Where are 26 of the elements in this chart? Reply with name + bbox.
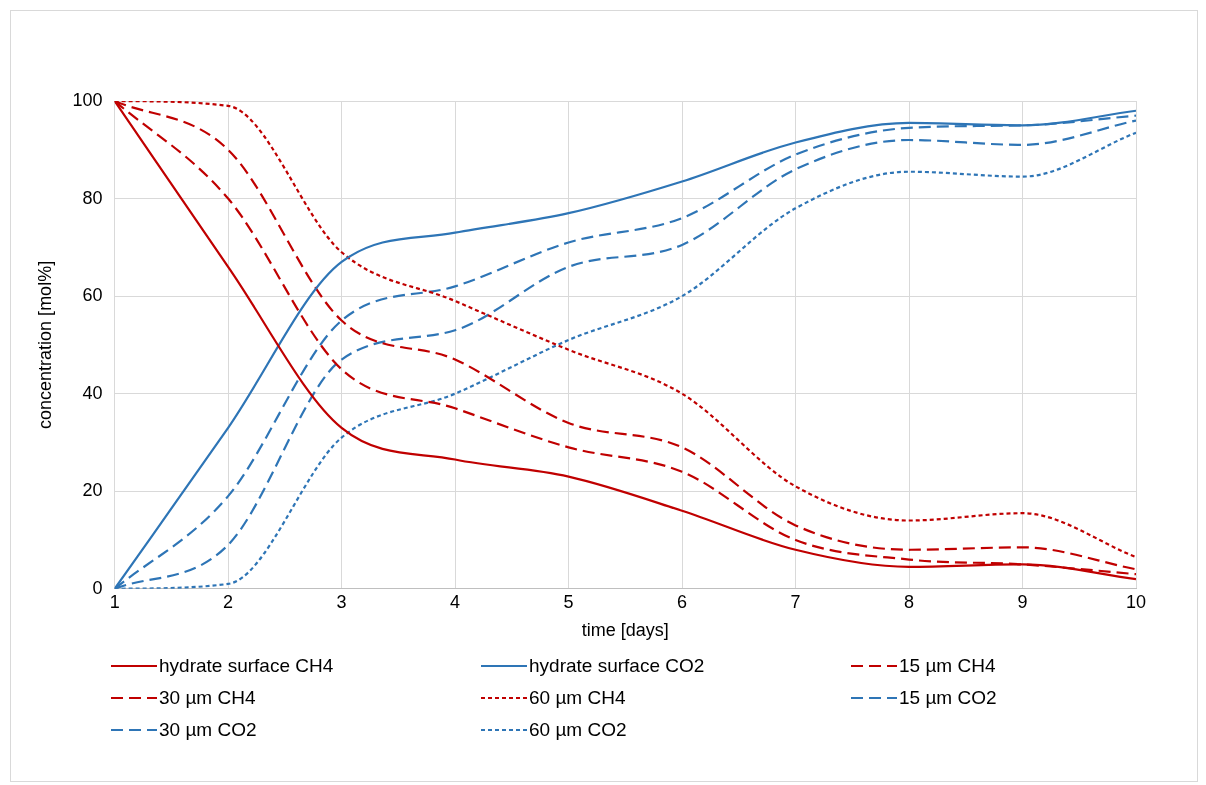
x-axis-title: time [days] [581, 620, 669, 641]
legend-label: 30 µm CO2 [159, 719, 257, 741]
y-tick-label: 0 [92, 577, 103, 598]
x-tick-label: 4 [450, 591, 461, 612]
legend-label: hydrate surface CH4 [159, 655, 334, 677]
x-tick-label: 1 [109, 591, 120, 612]
y-tick-label: 60 [82, 285, 103, 306]
y-tick-label: 80 [82, 187, 103, 208]
x-tick-label: 8 [904, 591, 915, 612]
x-tick-label: 7 [790, 591, 801, 612]
x-tick-label: 6 [677, 591, 688, 612]
x-tick-label: 9 [1017, 591, 1028, 612]
y-tick-label: 40 [82, 382, 103, 403]
x-tick-label: 2 [223, 591, 234, 612]
legend-label: 30 µm CH4 [159, 687, 256, 709]
legend-label: hydrate surface CO2 [529, 655, 705, 677]
x-tick-label: 10 [1125, 591, 1147, 612]
legend-label: 15 µm CO2 [899, 687, 997, 709]
y-tick-label: 100 [72, 89, 103, 110]
legend-label: 60 µm CH4 [529, 687, 626, 709]
legend-label: 15 µm CH4 [899, 655, 996, 677]
x-tick-label: 3 [336, 591, 347, 612]
y-axis-title: concentration [mol%] [34, 260, 55, 429]
y-tick-label: 20 [82, 480, 103, 501]
legend-label: 60 µm CO2 [529, 719, 627, 741]
x-tick-label: 5 [563, 591, 574, 612]
